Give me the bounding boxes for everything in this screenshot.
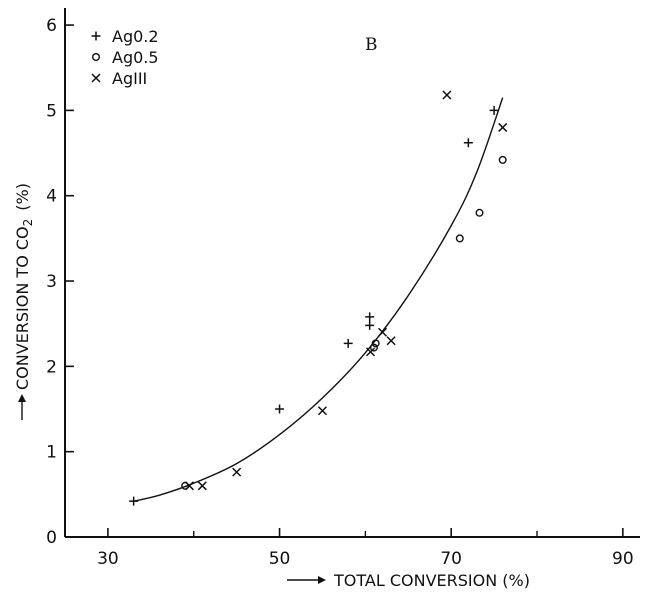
x-tick-label: 50 bbox=[269, 549, 291, 569]
y-tick-label: 5 bbox=[46, 101, 57, 121]
point-plus bbox=[129, 496, 139, 506]
data-points bbox=[129, 90, 508, 506]
svg-text:CONVERSION TO CO2(%): CONVERSION TO CO2 (%) bbox=[13, 183, 35, 390]
point-plus bbox=[489, 105, 499, 115]
point-plus bbox=[365, 312, 375, 322]
x-axis-label: TOTAL CONVERSION (%) bbox=[333, 571, 530, 590]
y-tick-label: 2 bbox=[46, 357, 57, 377]
point-circle bbox=[369, 343, 378, 352]
point-x bbox=[498, 122, 508, 132]
ticks: 30 50 70 90 0 1 2 3 4 5 6 bbox=[46, 16, 633, 569]
point-x bbox=[386, 336, 396, 346]
point-plus bbox=[365, 320, 375, 330]
y-axis-unit: (%) bbox=[13, 183, 32, 211]
point-plus bbox=[275, 404, 285, 414]
point-circle bbox=[475, 208, 484, 217]
y-tick-label: 1 bbox=[46, 443, 57, 463]
fit-curve bbox=[133, 97, 504, 502]
legend-label: AgIII bbox=[112, 69, 147, 88]
legend-marker-circle bbox=[91, 53, 100, 62]
point-circle bbox=[455, 234, 464, 243]
axes bbox=[64, 8, 640, 538]
legend-label: Ag0.2 bbox=[112, 27, 159, 46]
point-plus bbox=[343, 338, 353, 348]
legend-marker-x bbox=[91, 73, 101, 83]
x-axis-title: TOTAL CONVERSION (%) bbox=[287, 571, 530, 590]
point-circle bbox=[371, 339, 380, 348]
point-x bbox=[232, 467, 242, 477]
point-plus bbox=[463, 138, 473, 148]
y-tick-label: 0 bbox=[46, 528, 57, 548]
legend-label: Ag0.5 bbox=[112, 48, 159, 67]
panel-label: B bbox=[365, 35, 378, 55]
point-x bbox=[197, 481, 207, 491]
x-tick-label: 30 bbox=[97, 549, 119, 569]
point-x bbox=[365, 347, 376, 357]
point-circle bbox=[498, 155, 507, 164]
y-axis-label-subscript: 2 bbox=[21, 219, 35, 227]
point-x bbox=[184, 481, 194, 491]
point-x bbox=[317, 406, 327, 416]
y-tick-label: 6 bbox=[46, 16, 57, 36]
y-tick-label: 3 bbox=[46, 272, 57, 292]
point-x bbox=[442, 90, 452, 100]
legend: Ag0.2 Ag0.5 AgIII bbox=[91, 27, 159, 88]
legend-marker-plus bbox=[91, 31, 101, 41]
x-tick-label: 90 bbox=[612, 549, 634, 569]
y-axis-label: CONVERSION TO CO bbox=[13, 226, 32, 390]
y-axis-title: CONVERSION TO CO2 (%) bbox=[13, 183, 35, 420]
y-tick-label: 4 bbox=[46, 187, 57, 207]
x-tick-label: 70 bbox=[440, 549, 462, 569]
point-x bbox=[378, 327, 388, 337]
